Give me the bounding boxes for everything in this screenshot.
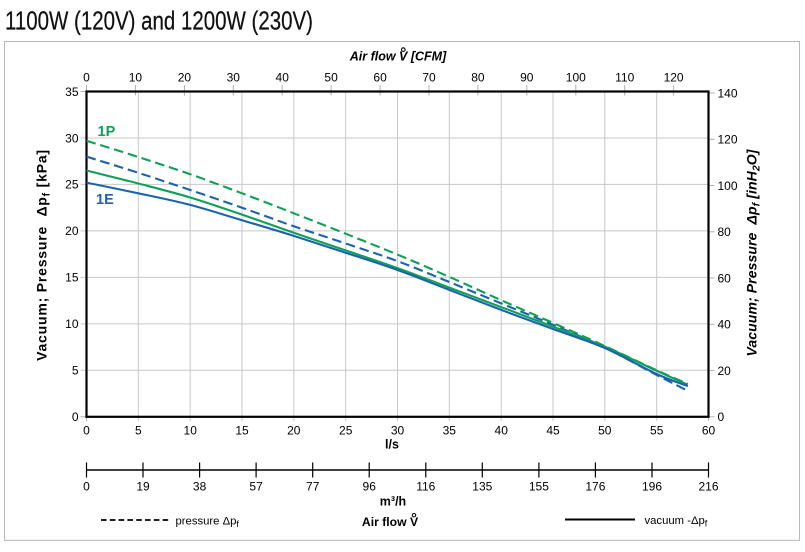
svg-text:Air flow V [CFM]: Air flow V [CFM] (349, 50, 447, 64)
svg-text:10: 10 (129, 71, 143, 85)
svg-text:40: 40 (495, 424, 509, 438)
svg-text:Vacuum; Pressure Δpf [kPa]: Vacuum; Pressure Δpf [kPa] (34, 149, 53, 361)
svg-text:0: 0 (72, 410, 79, 424)
svg-text:20: 20 (178, 71, 192, 85)
svg-text:1E: 1E (96, 192, 114, 208)
svg-text:196: 196 (642, 480, 662, 494)
svg-text:0: 0 (718, 410, 725, 424)
svg-text:Vacuum; Pressure Δpf [inH2O]: Vacuum; Pressure Δpf [inH2O] (744, 148, 763, 356)
svg-text:vacuum -Δpf: vacuum -Δpf (645, 515, 708, 529)
svg-text:l/s: l/s (385, 438, 399, 452)
svg-text:19: 19 (136, 480, 150, 494)
svg-text:38: 38 (193, 480, 207, 494)
svg-text:10: 10 (65, 317, 79, 331)
svg-text:100: 100 (566, 71, 586, 85)
svg-text:216: 216 (698, 480, 718, 494)
svg-text:80: 80 (718, 225, 732, 239)
svg-text:80: 80 (471, 71, 485, 85)
svg-text:m³/h: m³/h (380, 495, 406, 509)
svg-text:15: 15 (65, 271, 79, 285)
svg-text:0: 0 (83, 480, 90, 494)
svg-text:5: 5 (72, 364, 79, 378)
svg-text:60: 60 (702, 424, 716, 438)
svg-text:70: 70 (422, 71, 436, 85)
svg-text:35: 35 (443, 424, 457, 438)
svg-text:0: 0 (83, 424, 90, 438)
svg-text:110: 110 (615, 71, 634, 85)
svg-text:120: 120 (718, 133, 738, 147)
svg-text:116: 116 (416, 480, 435, 494)
svg-text:Air flow V: Air flow V (362, 515, 419, 529)
svg-text:pressure Δpf: pressure Δpf (176, 516, 240, 530)
svg-text:10: 10 (184, 424, 198, 438)
svg-text:60: 60 (373, 71, 387, 85)
svg-text:0: 0 (83, 71, 90, 85)
svg-text:60: 60 (718, 271, 732, 285)
svg-text:100: 100 (718, 179, 738, 193)
svg-text:20: 20 (65, 224, 79, 238)
svg-text:140: 140 (718, 86, 738, 100)
svg-text:120: 120 (664, 71, 684, 85)
svg-text:96: 96 (363, 480, 377, 494)
svg-text:176: 176 (585, 480, 605, 494)
svg-text:55: 55 (650, 424, 664, 438)
svg-text:50: 50 (598, 424, 612, 438)
svg-text:45: 45 (546, 424, 560, 438)
svg-text:155: 155 (529, 480, 549, 494)
svg-text:30: 30 (65, 131, 79, 145)
svg-text:50: 50 (324, 71, 338, 85)
svg-text:77: 77 (306, 480, 320, 494)
svg-text:40: 40 (718, 318, 732, 332)
svg-text:135: 135 (472, 480, 492, 494)
svg-text:40: 40 (276, 71, 290, 85)
svg-text:1100W (120V) and 1200W (230V): 1100W (120V) and 1200W (230V) (5, 6, 313, 36)
svg-text:15: 15 (235, 424, 249, 438)
svg-text:25: 25 (65, 178, 79, 192)
svg-text:30: 30 (391, 424, 405, 438)
svg-text:1P: 1P (98, 124, 116, 140)
svg-text:35: 35 (65, 85, 79, 99)
svg-text:90: 90 (520, 71, 534, 85)
svg-text:20: 20 (287, 424, 301, 438)
svg-text:20: 20 (718, 364, 732, 378)
svg-text:5: 5 (135, 424, 142, 438)
svg-text:57: 57 (249, 480, 263, 494)
svg-text:25: 25 (339, 424, 353, 438)
svg-text:30: 30 (227, 71, 241, 85)
